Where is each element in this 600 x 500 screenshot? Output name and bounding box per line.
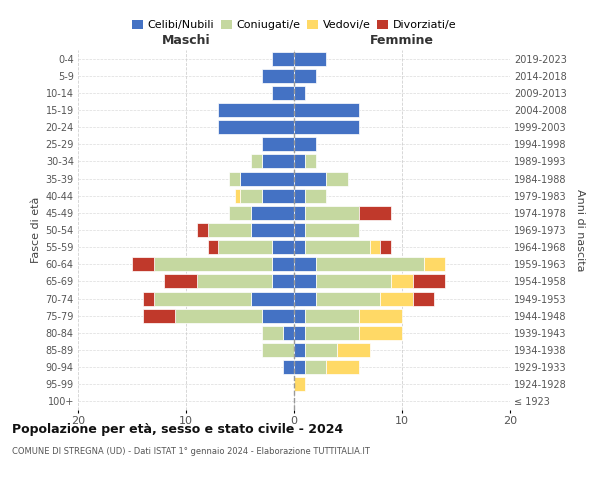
Bar (305, 326, 359, 340)
Bar (305, 154, 316, 168)
Bar (370, 240, 380, 254)
Bar (294, 308, 305, 322)
Bar (294, 120, 359, 134)
Bar (197, 274, 272, 288)
Bar (262, 68, 294, 82)
Bar (413, 274, 445, 288)
Bar (229, 206, 251, 220)
Bar (424, 258, 445, 272)
Bar (197, 223, 208, 237)
Bar (294, 138, 316, 151)
Bar (294, 343, 305, 357)
Bar (154, 258, 272, 272)
Bar (143, 292, 154, 306)
Bar (359, 206, 391, 220)
Bar (251, 206, 294, 220)
Bar (294, 360, 305, 374)
Bar (251, 292, 294, 306)
Bar (294, 206, 305, 220)
Bar (240, 172, 294, 185)
Text: Maschi: Maschi (161, 34, 211, 46)
Bar (305, 188, 326, 202)
Y-axis label: Fasce di età: Fasce di età (31, 197, 41, 263)
Bar (294, 240, 305, 254)
Bar (272, 258, 294, 272)
Bar (294, 103, 359, 117)
Bar (218, 120, 294, 134)
Bar (208, 223, 251, 237)
Bar (262, 138, 294, 151)
Bar (294, 68, 316, 82)
Bar (251, 223, 294, 237)
Bar (272, 274, 294, 288)
Bar (262, 326, 283, 340)
Bar (326, 360, 359, 374)
Bar (262, 343, 294, 357)
Bar (272, 86, 294, 100)
Bar (218, 103, 294, 117)
Bar (305, 308, 359, 322)
Text: Femmine: Femmine (370, 34, 434, 46)
Bar (229, 172, 240, 185)
Bar (294, 52, 326, 66)
Bar (316, 274, 391, 288)
Bar (294, 188, 305, 202)
Bar (272, 240, 294, 254)
Bar (262, 188, 294, 202)
Bar (235, 188, 240, 202)
Bar (305, 206, 359, 220)
Bar (305, 240, 370, 254)
Bar (391, 274, 413, 288)
Bar (283, 360, 294, 374)
Bar (359, 308, 402, 322)
Bar (240, 188, 262, 202)
Bar (294, 223, 305, 237)
Bar (294, 378, 305, 392)
Y-axis label: Anni di nascita: Anni di nascita (575, 188, 586, 271)
Bar (262, 154, 294, 168)
Bar (413, 292, 434, 306)
Bar (208, 240, 218, 254)
Bar (143, 308, 175, 322)
Text: COMUNE DI STREGNA (UD) - Dati ISTAT 1° gennaio 2024 - Elaborazione TUTTITALIA.IT: COMUNE DI STREGNA (UD) - Dati ISTAT 1° g… (12, 448, 370, 456)
Bar (305, 360, 326, 374)
Bar (283, 326, 294, 340)
Bar (164, 274, 197, 288)
Bar (175, 308, 262, 322)
Bar (359, 326, 402, 340)
Bar (218, 240, 272, 254)
Bar (316, 258, 424, 272)
Bar (294, 154, 305, 168)
Bar (294, 172, 326, 185)
Bar (380, 240, 391, 254)
Bar (337, 343, 370, 357)
Text: Popolazione per età, sesso e stato civile - 2024: Popolazione per età, sesso e stato civil… (12, 422, 343, 436)
Bar (326, 172, 348, 185)
Bar (294, 274, 316, 288)
Legend: Celibi/Nubili, Coniugati/e, Vedovi/e, Divorziati/e: Celibi/Nubili, Coniugati/e, Vedovi/e, Di… (127, 16, 461, 35)
Bar (294, 258, 316, 272)
Bar (294, 292, 316, 306)
Bar (294, 86, 305, 100)
Bar (154, 292, 251, 306)
Bar (305, 223, 359, 237)
Bar (316, 292, 380, 306)
Bar (272, 52, 294, 66)
Bar (132, 258, 154, 272)
Bar (294, 326, 305, 340)
Bar (380, 292, 413, 306)
Bar (262, 308, 294, 322)
Bar (305, 343, 337, 357)
Bar (251, 154, 262, 168)
